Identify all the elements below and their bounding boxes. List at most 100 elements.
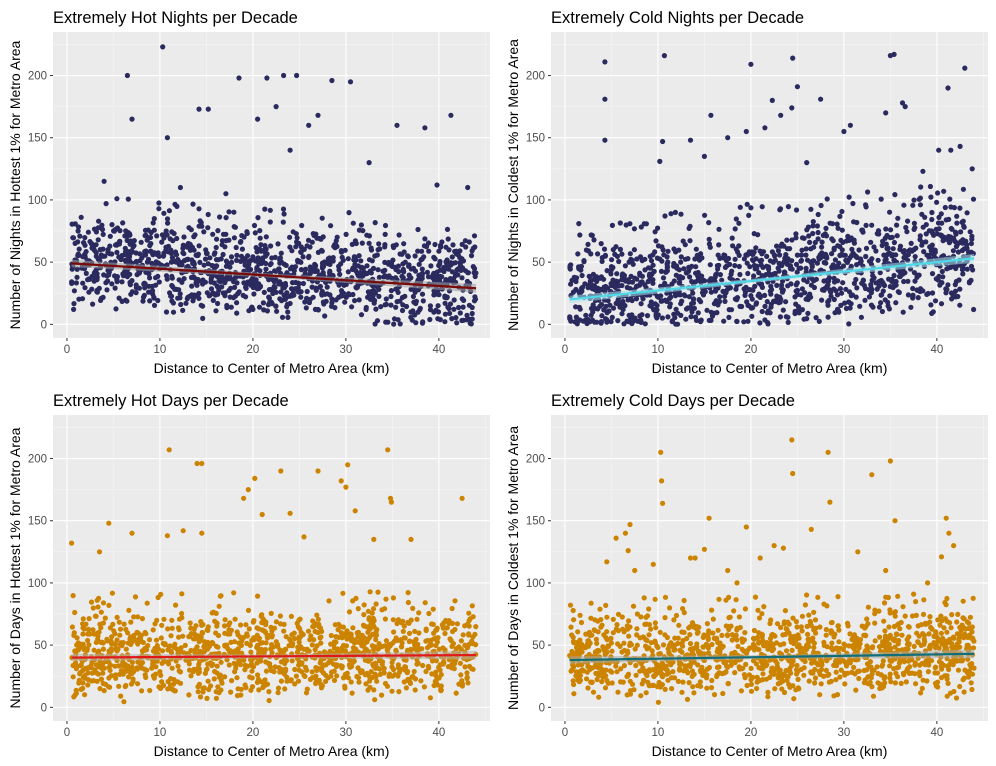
data-point: [710, 616, 716, 622]
data-point: [905, 278, 911, 284]
data-point: [848, 235, 854, 241]
data-point: [224, 642, 230, 648]
data-point: [717, 294, 723, 300]
data-point: [840, 280, 846, 286]
data-point: [336, 267, 342, 273]
data-point: [929, 209, 935, 216]
data-point: [244, 633, 250, 639]
data-point: [196, 295, 202, 301]
data-point: [237, 662, 243, 668]
data-point: [658, 268, 665, 274]
data-point: [693, 246, 699, 252]
data-point: [928, 302, 934, 308]
data-point: [147, 275, 153, 281]
data-point: [449, 665, 455, 671]
data-point: [347, 79, 354, 85]
data-point: [954, 213, 960, 219]
data-point: [704, 307, 710, 313]
data-point: [632, 646, 638, 652]
data-point: [91, 270, 97, 276]
data-point: [301, 534, 307, 540]
data-point: [811, 284, 817, 291]
data-point: [104, 287, 110, 293]
data-point: [472, 273, 478, 280]
data-point: [388, 499, 394, 505]
data-point: [129, 664, 135, 670]
data-point: [835, 594, 841, 600]
data-point: [818, 202, 824, 209]
data-point: [359, 240, 365, 246]
data-point: [944, 629, 950, 635]
data-point: [305, 628, 312, 634]
chart-svg: Extremely Hot Days per Decade 0 10 20 30 40 …: [7, 392, 490, 759]
data-point: [232, 284, 238, 290]
data-point: [401, 241, 407, 247]
data-point: [155, 297, 161, 304]
data-point: [314, 268, 320, 274]
data-point: [801, 277, 807, 283]
data-point: [878, 196, 884, 202]
data-point: [344, 628, 350, 634]
data-point: [759, 308, 765, 315]
data-point: [205, 211, 211, 218]
data-point: [627, 221, 633, 227]
data-point: [345, 462, 351, 468]
data-point: [107, 233, 113, 239]
data-point: [266, 697, 272, 704]
data-point: [73, 662, 79, 668]
data-point: [599, 258, 605, 264]
data-point: [707, 262, 713, 268]
chart-svg: Extremely Hot Nights per Decade 0 10 20 30 4…: [7, 9, 490, 376]
data-point: [157, 685, 164, 691]
data-point: [156, 206, 162, 212]
data-point: [412, 628, 418, 634]
data-point: [892, 609, 898, 615]
data-point: [687, 641, 694, 647]
data-point: [169, 273, 175, 279]
data-point: [924, 252, 930, 258]
data-point: [887, 663, 893, 669]
data-point: [254, 679, 260, 685]
data-point: [348, 631, 354, 637]
data-point: [91, 226, 98, 232]
data-point: [758, 262, 764, 268]
data-point: [616, 258, 622, 265]
data-point: [917, 202, 923, 208]
data-point: [456, 681, 462, 687]
data-point: [268, 243, 274, 249]
data-point: [943, 236, 949, 242]
data-point: [640, 634, 646, 640]
data-point: [667, 605, 673, 611]
data-point: [837, 213, 843, 219]
data-point: [268, 646, 274, 652]
data-point: [351, 266, 357, 272]
data-point: [746, 212, 752, 218]
data-point: [298, 244, 304, 250]
data-point: [470, 614, 476, 620]
data-point: [468, 253, 475, 259]
data-point: [929, 216, 935, 223]
data-point: [859, 227, 866, 233]
data-point: [744, 299, 750, 305]
data-point: [399, 294, 406, 301]
data-point: [379, 661, 385, 667]
x-tick-label: 30: [339, 727, 352, 739]
data-point: [391, 316, 398, 322]
data-point: [944, 287, 950, 293]
data-point: [227, 276, 233, 282]
data-point: [638, 301, 644, 307]
chart-title: Extremely Hot Days per Decade: [53, 392, 289, 410]
data-point: [372, 220, 378, 226]
data-point: [837, 286, 843, 292]
data-point: [314, 612, 320, 618]
data-point: [326, 598, 332, 604]
data-point: [166, 208, 172, 214]
data-point: [960, 218, 966, 224]
data-point: [732, 670, 738, 676]
data-point: [675, 678, 681, 684]
data-point: [702, 278, 708, 284]
data-point: [864, 667, 870, 673]
data-point: [732, 263, 738, 269]
data-point: [299, 222, 305, 229]
data-point: [293, 231, 299, 237]
